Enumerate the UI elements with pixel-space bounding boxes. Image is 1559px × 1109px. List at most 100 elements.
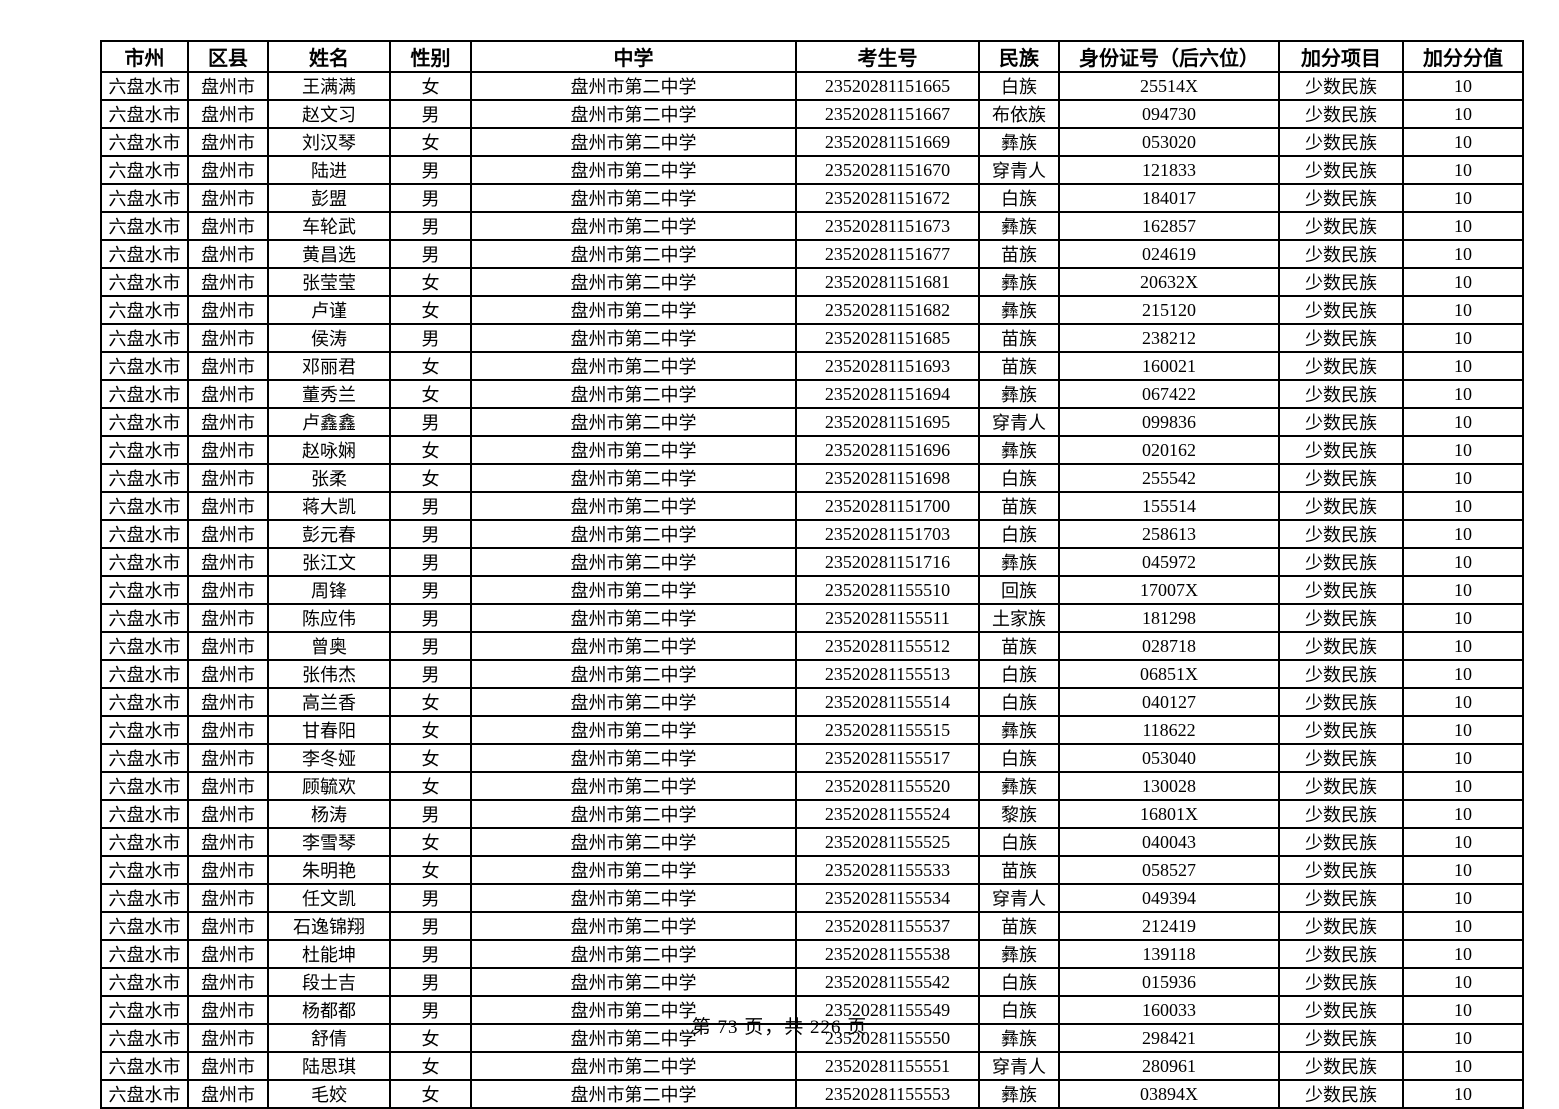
cell-city: 六盘水市 bbox=[100, 603, 189, 633]
cell-candidate-no: 23520281155511 bbox=[795, 603, 980, 633]
table-row: 六盘水市 盘州市 赵咏娴女盘州市第二中学 23520281151696 彝族 020162… bbox=[100, 435, 1524, 465]
cell-district: 盘州市 bbox=[187, 295, 269, 325]
cell-bonus-score: 10 bbox=[1402, 883, 1524, 913]
cell-candidate-no: 23520281155551 bbox=[795, 1051, 980, 1081]
cell-id-last6: 255542 bbox=[1058, 463, 1280, 493]
cell-candidate-no: 23520281155533 bbox=[795, 855, 980, 885]
cell-candidate-no: 23520281151670 bbox=[795, 155, 980, 185]
column-header-candidate-no: 考生号 bbox=[795, 40, 980, 73]
cell-name: 杜能坤 bbox=[267, 939, 391, 969]
cell-school: 盘州市第二中学 bbox=[470, 1051, 797, 1081]
cell-gender: 女 bbox=[389, 463, 472, 493]
cell-id-last6: 17007X bbox=[1058, 575, 1280, 605]
cell-name: 董秀兰 bbox=[267, 379, 391, 409]
bonus-points-table: 市州 区县 姓名 性别 中学 考生号 民族 身份证号（后六位） 加分项目 加分分值 六盘水市 盘州市… bbox=[100, 40, 1524, 1109]
cell-bonus-score: 10 bbox=[1402, 323, 1524, 353]
cell-district: 盘州市 bbox=[187, 855, 269, 885]
cell-id-last6: 118622 bbox=[1058, 715, 1280, 745]
cell-school: 盘州市第二中学 bbox=[470, 379, 797, 409]
cell-district: 盘州市 bbox=[187, 575, 269, 605]
cell-bonus-score: 10 bbox=[1402, 491, 1524, 521]
cell-id-last6: 139118 bbox=[1058, 939, 1280, 969]
cell-id-last6: 053020 bbox=[1058, 127, 1280, 157]
table-row: 六盘水市 盘州市 李雪琴女盘州市第二中学 23520281155525 白族 040043… bbox=[100, 827, 1524, 857]
cell-city: 六盘水市 bbox=[100, 519, 189, 549]
cell-name: 段士吉 bbox=[267, 967, 391, 997]
cell-school: 盘州市第二中学 bbox=[470, 351, 797, 381]
cell-candidate-no: 23520281155525 bbox=[795, 827, 980, 857]
cell-city: 六盘水市 bbox=[100, 351, 189, 381]
cell-bonus-score: 10 bbox=[1402, 435, 1524, 465]
cell-district: 盘州市 bbox=[187, 71, 269, 101]
cell-gender: 男 bbox=[389, 183, 472, 213]
cell-city: 六盘水市 bbox=[100, 631, 189, 661]
cell-school: 盘州市第二中学 bbox=[470, 155, 797, 185]
cell-ethnicity: 彝族 bbox=[978, 379, 1060, 409]
cell-school: 盘州市第二中学 bbox=[470, 435, 797, 465]
cell-ethnicity: 穿青人 bbox=[978, 407, 1060, 437]
cell-id-last6: 184017 bbox=[1058, 183, 1280, 213]
column-header-id-last6: 身份证号（后六位） bbox=[1058, 40, 1280, 73]
cell-bonus-item: 少数民族 bbox=[1278, 155, 1404, 185]
table-row: 六盘水市 盘州市 李冬娅女盘州市第二中学 23520281155517 白族 053040… bbox=[100, 743, 1524, 773]
cell-candidate-no: 23520281155514 bbox=[795, 687, 980, 717]
cell-district: 盘州市 bbox=[187, 351, 269, 381]
cell-bonus-item: 少数民族 bbox=[1278, 603, 1404, 633]
table-row: 六盘水市 盘州市 陈应伟男盘州市第二中学 23520281155511 土家族 18129… bbox=[100, 603, 1524, 633]
column-header-bonus-score: 加分分值 bbox=[1402, 40, 1524, 73]
table-row: 六盘水市 盘州市 段士吉男盘州市第二中学 23520281155542 白族 015936… bbox=[100, 967, 1524, 997]
cell-school: 盘州市第二中学 bbox=[470, 267, 797, 297]
cell-id-last6: 258613 bbox=[1058, 519, 1280, 549]
cell-bonus-item: 少数民族 bbox=[1278, 883, 1404, 913]
cell-city: 六盘水市 bbox=[100, 799, 189, 829]
cell-school: 盘州市第二中学 bbox=[470, 883, 797, 913]
cell-ethnicity: 彝族 bbox=[978, 267, 1060, 297]
cell-city: 六盘水市 bbox=[100, 827, 189, 857]
cell-bonus-score: 10 bbox=[1402, 99, 1524, 129]
cell-candidate-no: 23520281155517 bbox=[795, 743, 980, 773]
table-body: 六盘水市 盘州市 王满满女盘州市第二中学 23520281151665 白族 25514X… bbox=[100, 71, 1524, 1109]
cell-gender: 男 bbox=[389, 99, 472, 129]
cell-bonus-item: 少数民族 bbox=[1278, 99, 1404, 129]
cell-gender: 女 bbox=[389, 855, 472, 885]
table-row: 六盘水市 盘州市 杨都都男盘州市第二中学 23520281155549 白族 160033… bbox=[100, 995, 1524, 1025]
cell-gender: 女 bbox=[389, 771, 472, 801]
cell-bonus-score: 10 bbox=[1402, 295, 1524, 325]
cell-id-last6: 155514 bbox=[1058, 491, 1280, 521]
table-row: 六盘水市 盘州市 邓丽君女盘州市第二中学 23520281151693 苗族 160021… bbox=[100, 351, 1524, 381]
cell-bonus-score: 10 bbox=[1402, 715, 1524, 745]
cell-city: 六盘水市 bbox=[100, 547, 189, 577]
cell-ethnicity: 白族 bbox=[978, 687, 1060, 717]
cell-ethnicity: 布依族 bbox=[978, 99, 1060, 129]
cell-name: 李冬娅 bbox=[267, 743, 391, 773]
cell-ethnicity: 彝族 bbox=[978, 715, 1060, 745]
cell-bonus-item: 少数民族 bbox=[1278, 995, 1404, 1025]
cell-bonus-item: 少数民族 bbox=[1278, 743, 1404, 773]
cell-candidate-no: 23520281151665 bbox=[795, 71, 980, 101]
cell-city: 六盘水市 bbox=[100, 883, 189, 913]
table-row: 六盘水市 盘州市 卢鑫鑫男盘州市第二中学 23520281151695 穿青人 09983… bbox=[100, 407, 1524, 437]
cell-candidate-no: 23520281151669 bbox=[795, 127, 980, 157]
cell-district: 盘州市 bbox=[187, 687, 269, 717]
cell-city: 六盘水市 bbox=[100, 323, 189, 353]
cell-school: 盘州市第二中学 bbox=[470, 71, 797, 101]
column-header-city: 市州 bbox=[100, 40, 189, 73]
cell-gender: 男 bbox=[389, 799, 472, 829]
cell-name: 李雪琴 bbox=[267, 827, 391, 857]
cell-name: 顾毓欢 bbox=[267, 771, 391, 801]
cell-city: 六盘水市 bbox=[100, 435, 189, 465]
table-row: 六盘水市 盘州市 刘汉琴女盘州市第二中学 23520281151669 彝族 053020… bbox=[100, 127, 1524, 157]
cell-gender: 女 bbox=[389, 743, 472, 773]
cell-district: 盘州市 bbox=[187, 1051, 269, 1081]
cell-bonus-score: 10 bbox=[1402, 911, 1524, 941]
cell-id-last6: 181298 bbox=[1058, 603, 1280, 633]
cell-name: 卢鑫鑫 bbox=[267, 407, 391, 437]
cell-bonus-score: 10 bbox=[1402, 211, 1524, 241]
cell-name: 卢谨 bbox=[267, 295, 391, 325]
cell-id-last6: 028718 bbox=[1058, 631, 1280, 661]
cell-school: 盘州市第二中学 bbox=[470, 631, 797, 661]
cell-city: 六盘水市 bbox=[100, 771, 189, 801]
header-row: 市州 区县 姓名 性别 中学 考生号 民族 身份证号（后六位） 加分项目 加分分值 bbox=[100, 40, 1524, 73]
cell-name: 高兰香 bbox=[267, 687, 391, 717]
